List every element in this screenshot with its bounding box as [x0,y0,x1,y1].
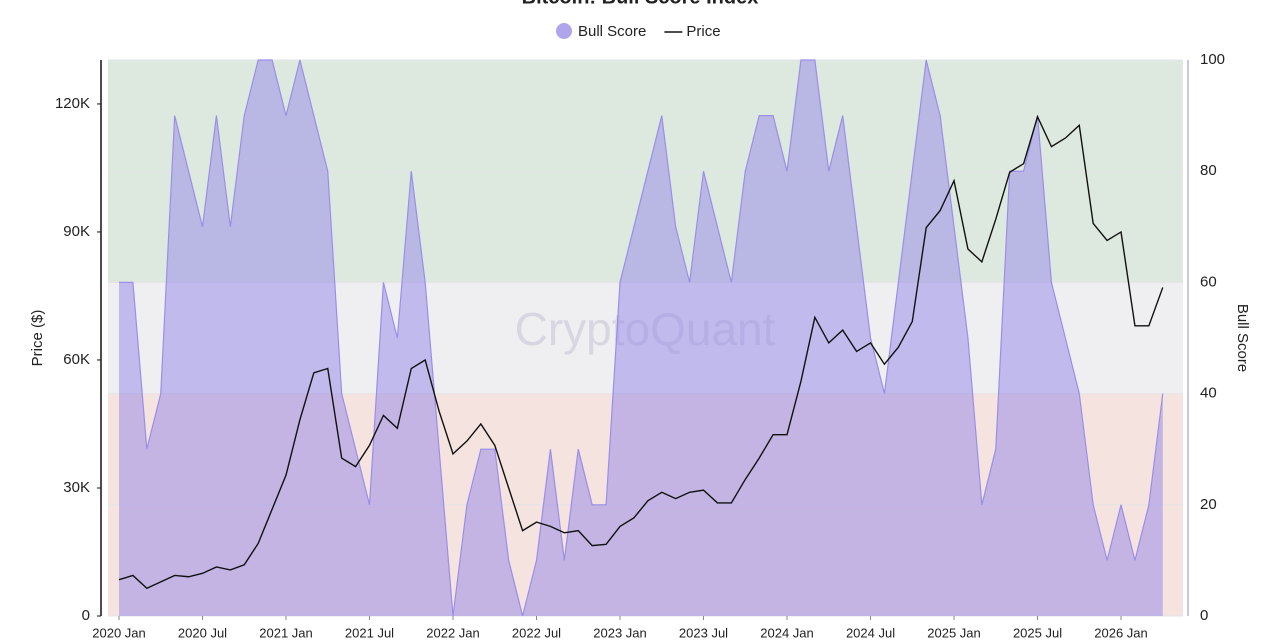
legend-label: Bull Score [578,23,646,40]
x-tick-label: 2022 Jan [426,625,480,640]
x-tick-label: 2025 Jan [927,625,981,640]
x-tick-label: 2024 Jan [760,625,814,640]
x-tick-label: 2021 Jan [259,625,313,640]
y2-tick-label: 100 [1200,51,1225,68]
y2-tick-label: 0 [1200,607,1208,624]
x-tick-label: 2021 Jul [345,625,394,640]
chart-title: Bitcoin: Bull Score Index [522,0,759,8]
y2-tick-label: 40 [1200,385,1217,402]
y-tick-label: 120K [55,95,90,112]
x-tick-label: 2025 Jul [1013,625,1062,640]
y2-tick-label: 80 [1200,162,1217,179]
y2-tick-label: 60 [1200,273,1217,290]
y-tick-label: 0 [82,607,90,624]
legend-swatch [556,23,572,39]
bull-score-area [119,60,1163,616]
y-axis-label: Price ($) [29,310,46,367]
x-tick-label: 2020 Jul [178,625,227,640]
legend-label: Price [686,23,720,40]
price-line [118,114,1164,590]
x-tick-label: 2024 Jul [846,625,895,640]
y-tick-label: 30K [63,479,90,496]
bull-score-line [119,59,1164,617]
x-tick-label: 2022 Jul [512,625,561,640]
x-tick-label: 2020 Jan [92,625,146,640]
x-tick-label: 2026 Jan [1094,625,1148,640]
y-tick-label: 60K [63,351,90,368]
y-tick-label: 90K [63,223,90,240]
y2-axis-label: Bull Score [1234,304,1251,372]
y2-tick-label: 20 [1200,496,1217,513]
x-tick-label: 2023 Jan [593,625,647,640]
x-tick-label: 2023 Jul [679,625,728,640]
